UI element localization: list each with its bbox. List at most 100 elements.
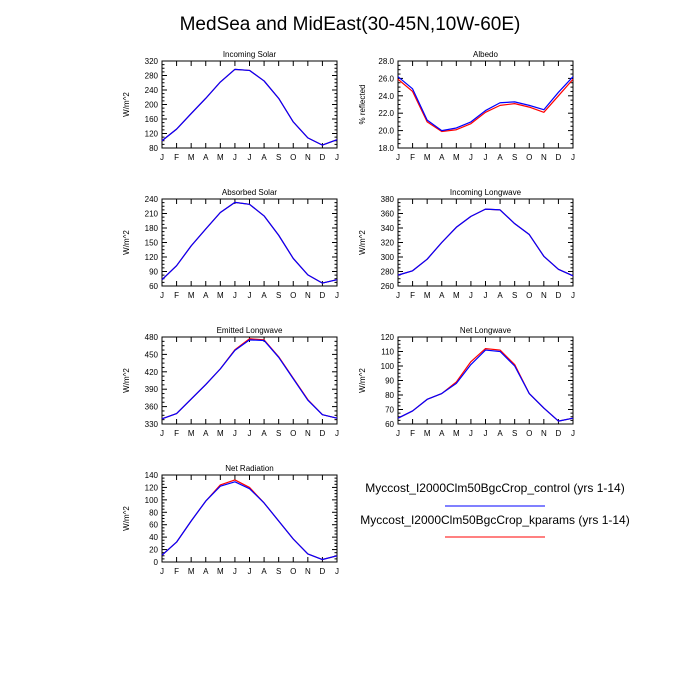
x-tick-label: O — [290, 291, 296, 300]
x-tick-label: J — [396, 429, 400, 438]
x-tick-label: J — [233, 429, 237, 438]
x-tick-label: D — [320, 429, 326, 438]
y-tick-label: 380 — [381, 195, 395, 204]
x-tick-label: J — [335, 291, 339, 300]
panel-title: Incoming Solar — [223, 50, 277, 59]
x-tick-label: J — [248, 567, 252, 576]
y-tick-label: 420 — [145, 368, 159, 377]
x-tick-label: J — [469, 153, 473, 162]
y-tick-label: 24.0 — [378, 92, 394, 101]
x-tick-label: J — [160, 429, 164, 438]
x-tick-label: J — [469, 291, 473, 300]
x-tick-label: J — [484, 153, 488, 162]
panels: Incoming SolarW/m^280120160200240280320J… — [122, 50, 575, 576]
y-tick-label: 120 — [145, 130, 159, 139]
y-tick-label: 360 — [381, 210, 395, 219]
y-tick-label: 20.0 — [378, 127, 394, 136]
series-line-kparams — [397, 78, 574, 133]
x-tick-label: M — [217, 429, 224, 438]
x-tick-label: D — [556, 291, 562, 300]
x-tick-label: S — [512, 291, 517, 300]
legend-label-control: Myccost_I2000Clm50BgcCrop_control (yrs 1… — [365, 481, 624, 495]
x-tick-label: J — [160, 153, 164, 162]
x-tick-label: J — [396, 291, 400, 300]
y-tick-label: 28.0 — [378, 57, 394, 66]
x-tick-label: J — [233, 291, 237, 300]
y-tick-label: 180 — [145, 224, 159, 233]
y-axis-label: W/m^2 — [122, 368, 131, 393]
y-tick-label: 60 — [149, 521, 158, 530]
x-tick-label: M — [188, 291, 195, 300]
x-tick-label: N — [305, 567, 311, 576]
x-tick-label: A — [261, 153, 267, 162]
x-tick-label: J — [469, 429, 473, 438]
x-tick-label: D — [320, 153, 326, 162]
y-tick-label: 480 — [145, 333, 159, 342]
plot-frame — [397, 60, 574, 149]
x-tick-label: A — [261, 291, 267, 300]
x-tick-label: F — [410, 153, 415, 162]
x-tick-label: J — [484, 291, 488, 300]
y-tick-label: 340 — [381, 224, 395, 233]
x-tick-label: J — [335, 153, 339, 162]
x-tick-label: D — [556, 153, 562, 162]
series-line-kparams — [161, 201, 338, 284]
y-tick-label: 360 — [145, 403, 159, 412]
x-tick-label: A — [497, 153, 503, 162]
series-line-kparams — [397, 208, 574, 277]
y-tick-label: 320 — [145, 57, 159, 66]
x-tick-label: S — [276, 153, 281, 162]
y-axis-label: % reflected — [358, 84, 367, 124]
y-tick-label: 90 — [149, 268, 158, 277]
chart-panel: Incoming Longwave W/m^2 260 280 300 320 340 360… — [358, 188, 575, 300]
chart-panel: Absorbed Solar W/m^2 60 90 120 150 180 210 240 J F… — [122, 188, 339, 300]
y-tick-label: 140 — [145, 471, 159, 480]
y-tick-label: 100 — [381, 362, 395, 371]
y-tick-label: 80 — [149, 144, 158, 153]
y-tick-label: 320 — [381, 239, 395, 248]
x-tick-label: F — [174, 429, 179, 438]
x-tick-label: S — [512, 153, 517, 162]
x-tick-label: D — [320, 567, 326, 576]
x-tick-label: M — [188, 429, 195, 438]
x-tick-label: J — [160, 567, 164, 576]
x-tick-label: N — [541, 291, 547, 300]
x-tick-label: F — [174, 291, 179, 300]
plot-frame — [397, 198, 574, 287]
x-tick-label: F — [410, 291, 415, 300]
y-tick-label: 120 — [145, 253, 159, 262]
x-tick-label: A — [439, 429, 445, 438]
x-tick-label: M — [453, 153, 460, 162]
y-axis-label: W/m^2 — [122, 92, 131, 117]
panel-title: Absorbed Solar — [222, 188, 277, 197]
x-tick-label: A — [497, 429, 503, 438]
x-tick-label: J — [248, 429, 252, 438]
x-tick-label: N — [541, 429, 547, 438]
y-tick-label: 280 — [145, 72, 159, 81]
x-tick-label: A — [261, 567, 267, 576]
x-tick-label: M — [453, 429, 460, 438]
x-tick-label: J — [233, 567, 237, 576]
panel-title: Incoming Longwave — [450, 188, 522, 197]
panel-title: Net Longwave — [460, 326, 512, 335]
y-axis-label: W/m^2 — [122, 230, 131, 255]
x-tick-label: M — [217, 153, 224, 162]
y-tick-label: 20 — [149, 546, 158, 555]
y-tick-label: 280 — [381, 268, 395, 277]
plot-frame — [161, 336, 338, 425]
x-tick-label: J — [248, 291, 252, 300]
chart-panel: Albedo % reflected 18.0 20.0 22.0 24.0 26.0 28.… — [358, 50, 575, 162]
x-tick-label: A — [203, 429, 209, 438]
x-tick-label: J — [484, 429, 488, 438]
panel-title: Net Radiation — [225, 464, 273, 473]
y-tick-label: 330 — [145, 420, 159, 429]
x-tick-label: M — [188, 567, 195, 576]
legend: Myccost_I2000Clm50BgcCrop_control (yrs 1… — [360, 481, 630, 538]
y-tick-label: 18.0 — [378, 144, 394, 153]
y-tick-label: 210 — [145, 210, 159, 219]
x-tick-label: A — [439, 153, 445, 162]
y-tick-label: 110 — [381, 348, 394, 357]
x-tick-label: A — [203, 291, 209, 300]
y-tick-label: 60 — [385, 420, 394, 429]
